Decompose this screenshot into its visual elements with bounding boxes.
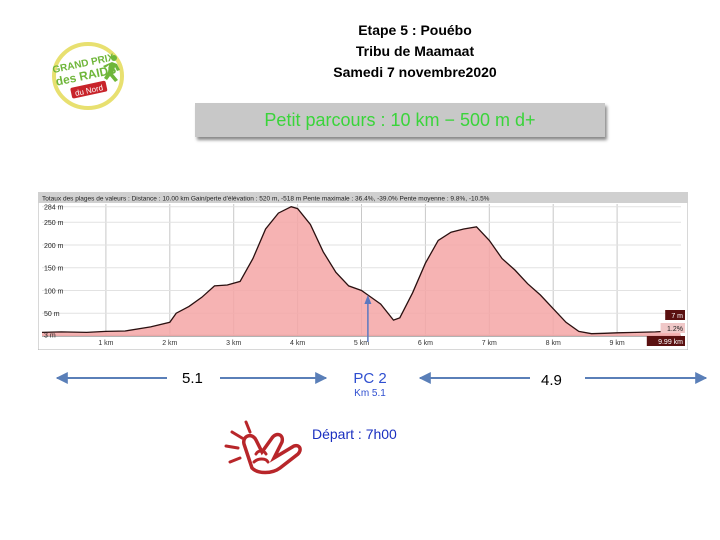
right-label-box xyxy=(660,323,685,333)
y-tick-label: 200 m xyxy=(44,243,64,250)
pc2-checkpoint: PC 2 Km 5.1 xyxy=(335,370,405,399)
stage-title: Etape 5 : Pouébo xyxy=(358,22,472,38)
distance-left-label: 5.1 xyxy=(182,370,203,387)
distance-right-label: 4.9 xyxy=(541,372,562,389)
distance-arrows xyxy=(55,372,708,384)
x-tick-label: 3 km xyxy=(226,340,241,347)
x-tick-label: 9 km xyxy=(610,340,625,347)
runner-icon xyxy=(103,55,120,82)
y-tick-label: 100 m xyxy=(44,288,64,295)
right-label-text: 1.2% xyxy=(667,326,683,333)
elevation-profile-chart: Totaux des plages de valeurs : Distance … xyxy=(38,192,688,350)
x-tick-label: 6 km xyxy=(418,340,433,347)
depart-time: Départ : 7h00 xyxy=(312,426,397,442)
stage-location: Tribu de Maamaat xyxy=(355,43,475,59)
elevation-line xyxy=(41,206,681,335)
pc2-label: PC 2 xyxy=(353,370,387,387)
right-label-text: 7 m xyxy=(671,313,683,320)
y-tick-label: 50 m xyxy=(44,311,60,318)
x-tick-label: 5 km xyxy=(354,340,369,347)
chart-stats-text: Totaux des plages de valeurs : Distance … xyxy=(42,196,490,203)
x-tick-label: 2 km xyxy=(162,340,177,347)
course-banner: Petit parcours : 10 km − 500 m d+ xyxy=(195,103,605,137)
grand-prix-raids-logo: GRAND PRIX des RAIDS du Nord xyxy=(52,42,124,110)
y-tick-label: 150 m xyxy=(44,266,64,273)
right-label-box xyxy=(665,310,685,320)
y-tick-label: 250 m xyxy=(44,220,64,227)
course-banner-text: Petit parcours : 10 km − 500 m d+ xyxy=(264,109,536,130)
right-label-box xyxy=(646,336,685,346)
x-tick-label: 4 km xyxy=(290,340,305,347)
stage-title-block: Etape 5 : Pouébo Tribu de Maamaat Samedi… xyxy=(290,20,540,83)
stage-date: Samedi 7 novembre2020 xyxy=(333,64,497,80)
x-tick-label: 1 km xyxy=(98,340,113,347)
y-tick-label: 3 m xyxy=(44,333,56,340)
right-label-text: 9.99 km xyxy=(658,339,683,346)
pc2-marker-arrowhead xyxy=(364,295,372,305)
x-tick-label: 8 km xyxy=(546,340,561,347)
elevation-area xyxy=(42,206,681,336)
shaka-hand-icon xyxy=(224,420,302,475)
x-tick-label: 7 km xyxy=(482,340,497,347)
pc2-km-label: Km 5.1 xyxy=(354,388,386,399)
y-tick-label: 284 m xyxy=(44,205,64,212)
